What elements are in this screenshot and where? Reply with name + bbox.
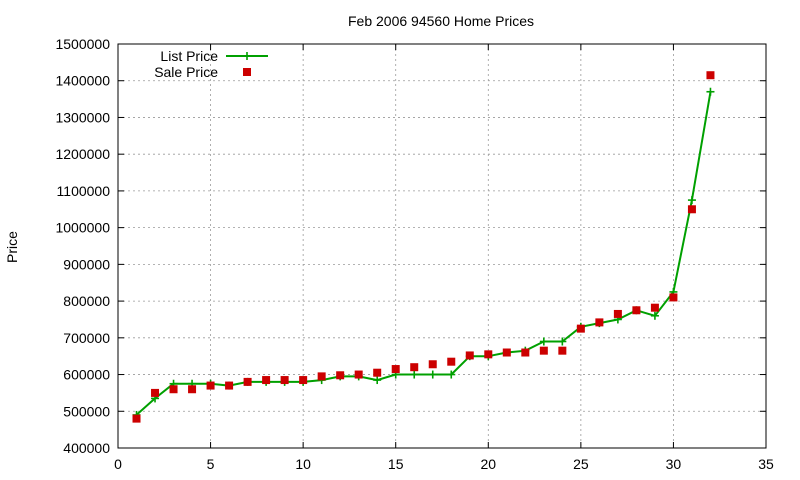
- sale-price-point: [151, 388, 160, 397]
- series-layer: [132, 71, 715, 423]
- y-axis-label: Price: [4, 231, 20, 263]
- sale-price-point: [521, 348, 530, 357]
- x-tick-label: 20: [480, 456, 496, 472]
- legend-label-list-price: List Price: [160, 48, 218, 64]
- sale-price-point: [502, 348, 511, 357]
- x-tick-label: 30: [666, 456, 682, 472]
- list-price-point: [539, 337, 548, 346]
- y-tick-label: 1100000: [57, 183, 111, 199]
- sale-price-point: [299, 376, 308, 385]
- axis-ticks: [117, 43, 767, 449]
- chart-title: Feb 2006 94560 Home Prices: [348, 13, 534, 29]
- sale-price-point: [428, 360, 437, 369]
- sale-price-point: [669, 293, 678, 302]
- y-tick-label: 1400000: [55, 73, 110, 89]
- list-price-point: [687, 196, 696, 205]
- y-tick-label: 1200000: [55, 146, 110, 162]
- x-tick-label: 15: [388, 456, 404, 472]
- list-price-point: [706, 87, 715, 96]
- sale-price-point: [373, 368, 382, 377]
- sale-price-point: [225, 381, 234, 390]
- sale-price-point: [650, 303, 659, 312]
- legend-swatch-list-price: [226, 52, 268, 60]
- sale-price-point: [539, 346, 548, 355]
- sale-price-point: [706, 71, 715, 80]
- x-tick-labels: 0 5 10 15 20 25 30 35: [114, 456, 774, 472]
- list-price-point: [373, 376, 382, 385]
- y-tick-label: 700000: [63, 330, 110, 346]
- sale-price-point: [188, 385, 197, 394]
- x-tick-label: 5: [207, 456, 215, 472]
- legend: List Price Sale Price: [154, 48, 268, 80]
- y-tick-label: 1500000: [55, 36, 110, 52]
- y-tick-label: 500000: [63, 403, 110, 419]
- plot-border: [117, 43, 767, 449]
- legend-label-sale-price: Sale Price: [154, 64, 218, 80]
- sale-price-point: [613, 309, 622, 318]
- y-tick-labels: 400000 500000 600000 700000 800000 900000 1000…: [55, 36, 110, 456]
- list-price-point: [428, 370, 437, 379]
- sale-price-point: [484, 350, 493, 359]
- sale-price-point: [169, 385, 178, 394]
- sale-price-point: [354, 370, 363, 379]
- sale-price-point: [410, 363, 419, 372]
- sale-price-point: [243, 377, 252, 386]
- sale-price-point: [391, 365, 400, 374]
- sale-price-point: [632, 306, 641, 315]
- x-tick-label: 10: [295, 456, 311, 472]
- y-tick-label: 400000: [63, 440, 110, 456]
- sale-price-point: [280, 376, 289, 385]
- grid-lines: [118, 44, 766, 448]
- x-tick-label: 25: [573, 456, 589, 472]
- y-tick-label: 1300000: [55, 109, 110, 125]
- sale-price-point: [132, 414, 141, 423]
- sale-price-point: [687, 205, 696, 214]
- legend-square: [243, 68, 251, 76]
- sale-price-point: [317, 372, 326, 381]
- list-price-point: [410, 370, 419, 379]
- sale-price-point: [206, 381, 215, 390]
- y-tick-label: 900000: [63, 256, 110, 272]
- list-price-point: [447, 370, 456, 379]
- sale-price-point: [336, 371, 345, 380]
- x-tick-label: 35: [758, 456, 774, 472]
- sale-price-point: [576, 324, 585, 333]
- list-price-point: [650, 311, 659, 320]
- y-tick-label: 800000: [63, 293, 110, 309]
- y-tick-label: 1000000: [55, 220, 110, 236]
- sale-price-point: [262, 376, 271, 385]
- sale-price-point: [465, 351, 474, 360]
- sale-price-point: [447, 357, 456, 366]
- list-price-line: [135, 91, 712, 416]
- sale-price-point: [558, 346, 567, 355]
- x-tick-label: 0: [114, 456, 122, 472]
- sale-price-point: [595, 318, 604, 327]
- list-price-point: [558, 337, 567, 346]
- y-tick-label: 600000: [63, 367, 110, 383]
- legend-swatch-sale-price: [243, 68, 251, 76]
